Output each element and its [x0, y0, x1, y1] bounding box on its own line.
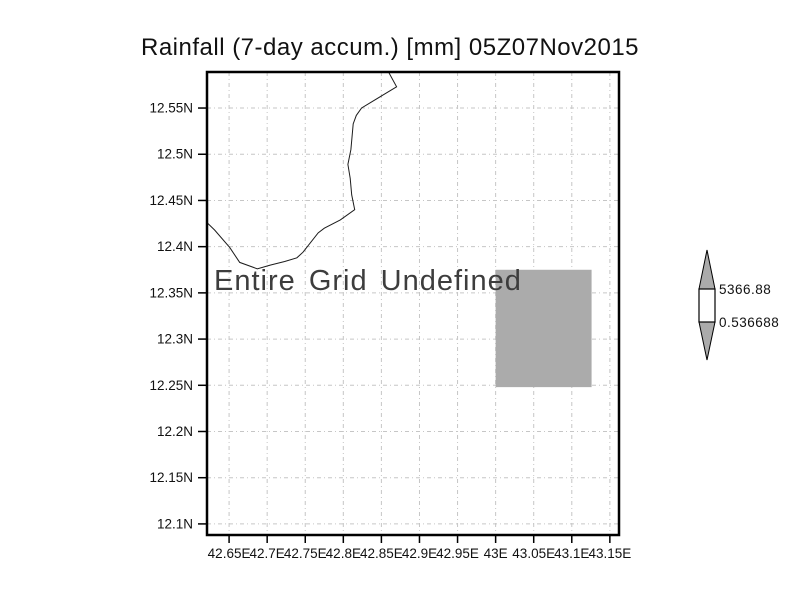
shaded-grid-cell [495, 269, 592, 388]
x-tick-label: 42.7E [250, 546, 285, 561]
y-tick-label: 12.2N [157, 424, 193, 439]
x-tick-label: 43.15E [588, 546, 631, 561]
y-tick-label: 12.3N [157, 332, 193, 347]
x-tick-label: 42.9E [402, 546, 437, 561]
x-tick-label: 42.65E [208, 546, 251, 561]
coastline [206, 72, 398, 270]
x-tick-label: 42.8E [326, 546, 361, 561]
x-tick-label: 43.05E [512, 546, 555, 561]
plot-frame [205, 70, 621, 537]
colorbar-min-value: 0.536688 [719, 315, 780, 330]
colorbar-lower-arrow [698, 321, 716, 361]
y-tick-label: 12.35N [149, 285, 193, 300]
x-tick-label: 42.85E [360, 546, 403, 561]
x-tick-label: 42.75E [284, 546, 327, 561]
y-tick-label: 12.5N [157, 147, 193, 162]
x-tick-label: 42.95E [436, 546, 479, 561]
colorbar-band [698, 288, 716, 323]
x-tick-label: 43.1E [554, 546, 589, 561]
y-tick-label: 12.45N [149, 193, 193, 208]
undefined-grid-message: Entire Grid Undefined [214, 265, 522, 297]
y-tick-label: 12.55N [149, 101, 193, 116]
colorbar-max-value: 5366.88 [719, 282, 772, 297]
y-tick-label: 12.15N [149, 470, 193, 485]
colorbar-upper-arrow [698, 249, 716, 290]
chart-title: Rainfall (7-day accum.) [mm] 05Z07Nov201… [140, 34, 640, 61]
y-tick-label: 12.25N [149, 378, 193, 393]
x-tick-label: 43E [484, 546, 508, 561]
y-tick-label: 12.4N [157, 239, 193, 254]
y-tick-label: 12.1N [157, 516, 193, 531]
